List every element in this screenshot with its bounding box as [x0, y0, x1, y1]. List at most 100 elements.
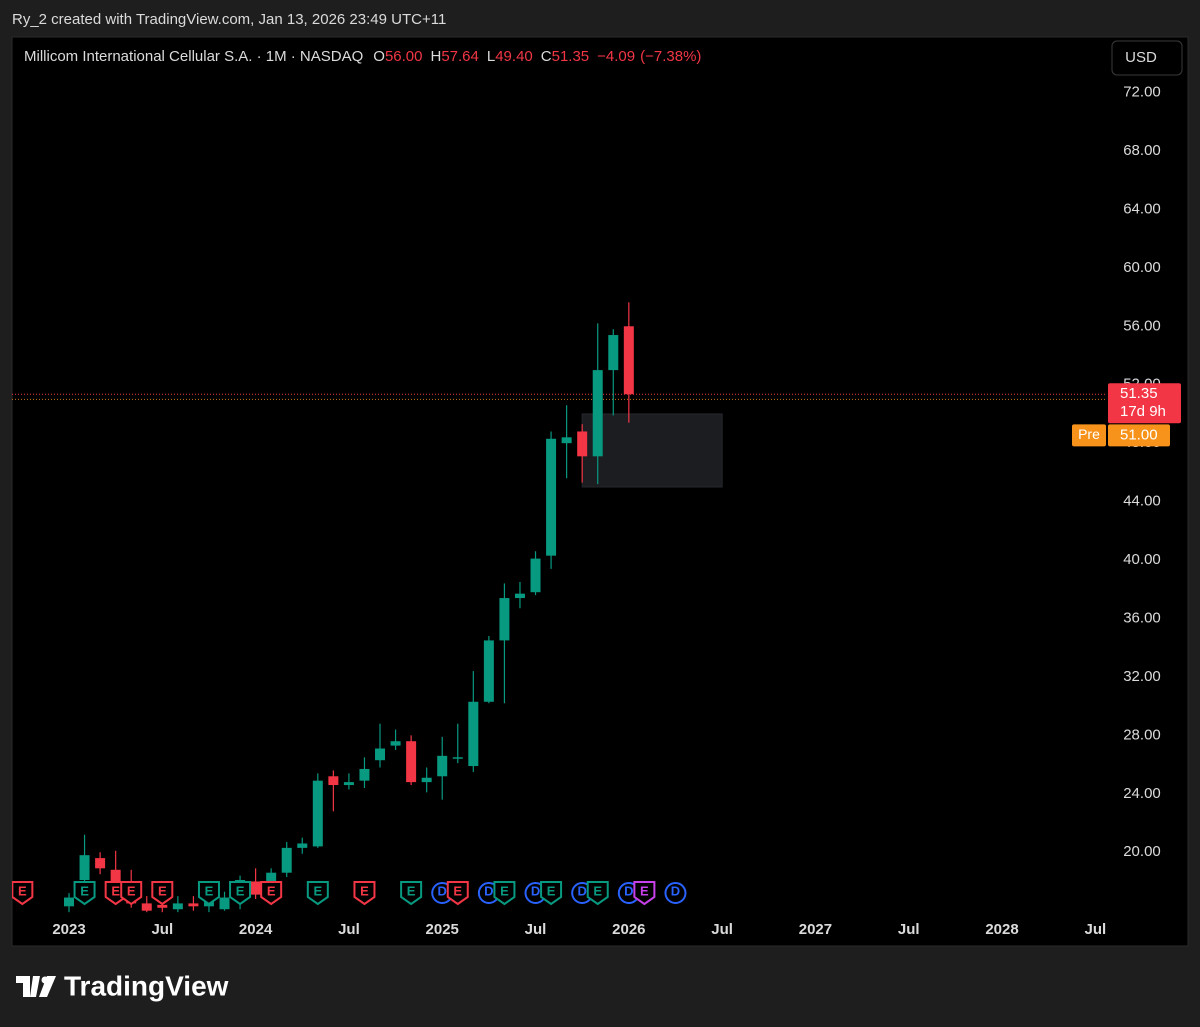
earnings-icon: [493, 881, 516, 906]
event-label: D: [531, 883, 540, 898]
x-tick-label: Jul: [898, 921, 920, 938]
earnings-icon: [151, 881, 174, 906]
earnings-icon: [73, 881, 96, 906]
x-tick-label: 2024: [239, 921, 273, 938]
candle-body: [499, 598, 510, 641]
earnings-icon: [353, 881, 376, 906]
price-zone: [581, 413, 723, 488]
earnings-icon: [197, 881, 220, 906]
countdown-label: 17d 9h: [1120, 403, 1166, 420]
candle-body: [608, 335, 619, 371]
legend-key: C: [541, 48, 552, 65]
candle-body: [437, 755, 448, 777]
pre-tag-badge: [1072, 424, 1106, 447]
candle-body: [312, 780, 323, 847]
last-price-label: 51.35: [1120, 385, 1158, 402]
event-label: E: [158, 883, 167, 898]
legend-value: 49.40: [495, 48, 533, 65]
event-label: E: [18, 883, 27, 898]
x-tick-label: Jul: [1085, 921, 1107, 938]
candle-body: [375, 748, 386, 761]
candle-body: [64, 897, 75, 907]
event-label: E: [267, 883, 276, 898]
y-tick-label: 20.00: [1123, 843, 1161, 860]
x-tick-label: 2026: [612, 921, 645, 938]
legend: Millicom International Cellular S.A. · 1…: [24, 48, 701, 65]
event-label: D: [624, 883, 633, 898]
plot-area: D D D D D DE E E E E E E E E E E E E E E E: [12, 302, 1106, 913]
x-tick-label: Jul: [711, 921, 733, 938]
pre-price-badge: [1108, 424, 1170, 447]
candle-body: [406, 741, 417, 783]
candle-body: [359, 768, 370, 781]
currency-button[interactable]: [1111, 40, 1183, 76]
x-tick-label: 2027: [799, 921, 832, 938]
logo-mark: [39, 976, 56, 997]
x-tick-label: 2028: [985, 921, 1018, 938]
event-label: D: [577, 883, 586, 898]
legend-value: 56.00: [385, 48, 423, 65]
earnings-icon: [12, 881, 34, 906]
event-label: E: [500, 883, 509, 898]
candle-body: [297, 843, 308, 848]
event-label: D: [438, 883, 447, 898]
y-tick-label: 24.00: [1123, 785, 1161, 802]
event-label: E: [407, 883, 416, 898]
event-label: E: [547, 883, 556, 898]
candle-body: [390, 741, 401, 746]
candle-body: [250, 881, 261, 895]
earnings-icon: [120, 881, 143, 906]
candle-body: [343, 782, 354, 786]
legend-key: O: [373, 48, 385, 65]
event-label: E: [111, 883, 120, 898]
candle-body: [452, 757, 463, 759]
candle-body: [468, 701, 479, 767]
candle-body: [328, 776, 339, 786]
y-tick-label: 36.00: [1123, 609, 1161, 626]
y-tick-label: 28.00: [1123, 726, 1161, 743]
candle-body: [141, 903, 152, 911]
y-tick-label: 60.00: [1123, 259, 1161, 276]
candle-body: [110, 869, 121, 883]
y-tick-label: 72.00: [1123, 83, 1161, 100]
candle-body: [592, 370, 603, 457]
y-tick-label: 44.00: [1123, 493, 1161, 510]
candle-body: [172, 903, 183, 910]
candle-body: [266, 872, 277, 883]
earnings-icon: [540, 881, 563, 906]
candle-body: [281, 847, 292, 873]
event-label: E: [640, 883, 649, 898]
event-label: E: [205, 883, 214, 898]
event-label: D: [484, 883, 493, 898]
earnings-icon: [400, 881, 423, 906]
pre-price-label: 51.00: [1120, 426, 1158, 443]
x-tick-label: 2025: [426, 921, 459, 938]
dividend-icon: [664, 882, 687, 904]
change-value: −4.09: [597, 48, 635, 65]
y-tick-label: 32.00: [1123, 668, 1161, 685]
legend-key: H: [430, 48, 441, 65]
event-label: E: [453, 883, 462, 898]
chart-panel: [11, 36, 1189, 947]
last-price-badge: [1108, 383, 1181, 424]
candle-body: [561, 437, 572, 444]
x-tick-label: Jul: [338, 921, 360, 938]
event-label: E: [127, 883, 136, 898]
legend-key: L: [487, 48, 495, 65]
candle-body: [530, 558, 541, 593]
earnings-icon: [446, 881, 469, 906]
candle-body: [79, 855, 90, 881]
earnings-icon: [260, 881, 283, 906]
brand-logo: [16, 976, 56, 997]
currency-label: USD: [1125, 49, 1157, 66]
event-label: E: [360, 883, 369, 898]
y-tick-label: 64.00: [1123, 200, 1161, 217]
candle-body: [95, 858, 106, 869]
candle-body: [157, 904, 168, 908]
y-tick-label: 56.00: [1123, 317, 1161, 334]
overlay: 20.0024.0028.0032.0036.0040.0044.0048.00…: [24, 48, 1181, 938]
event-label: E: [236, 883, 245, 898]
attribution: Ry_2 created with TradingView.com, Jan 1…: [12, 11, 446, 28]
